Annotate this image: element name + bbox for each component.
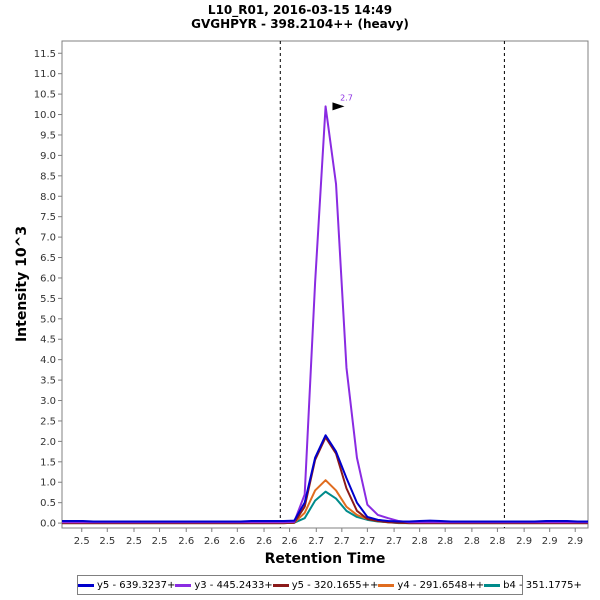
x-tick-label: 2.5 — [99, 536, 115, 547]
y-tick-label: 7.5 — [40, 212, 56, 223]
legend-swatch — [378, 583, 395, 587]
y-tick-label: 0.5 — [40, 498, 56, 509]
legend-label: y5 - 639.3237+ — [97, 579, 176, 591]
y-axis-label: Intensity 10^3 — [14, 226, 30, 342]
y-tick-label: 7.0 — [40, 233, 56, 244]
x-tick-label: 2.6 — [204, 536, 220, 547]
x-tick-label: 2.9 — [516, 536, 532, 547]
x-tick-label: 2.6 — [178, 536, 194, 547]
y-tick-label: 9.0 — [40, 151, 56, 162]
legend-label: b4 - 351.1775+ — [503, 579, 582, 591]
series-line — [62, 434, 588, 523]
legend-swatch — [272, 583, 289, 587]
y-tick-label: 11.0 — [34, 69, 56, 80]
x-tick-label: 2.7 — [359, 536, 375, 547]
legend: y5 - 639.3237+ y3 - 445.2433+ y5 - 320.165… — [77, 575, 582, 595]
legend-item: b4 - 351.1775+ — [484, 580, 582, 591]
x-tick-label: 2.6 — [229, 536, 245, 547]
legend-swatch — [78, 583, 94, 587]
legend-swatch — [175, 583, 192, 587]
y-tick-label: 8.0 — [40, 192, 56, 203]
x-axis-label: Retention Time — [265, 551, 386, 567]
legend-item: y3 - 445.2433+ — [175, 579, 273, 591]
x-tick-label: 2.8 — [412, 536, 428, 547]
chart-title: L10_R01, 2016-03-15 14:49 — [207, 3, 393, 17]
x-tick-label: 2.8 — [489, 536, 505, 547]
chart-subtitle: GVGHPYR - 398.2104++ (heavy) — [191, 17, 409, 31]
x-tick-label: 2.7 — [308, 536, 324, 547]
x-tick-label: 2.6 — [282, 536, 298, 547]
legend-label: y3 - 445.2433+ — [194, 579, 273, 591]
legend-item: y4 - 291.6548++ — [378, 580, 484, 591]
y-tick-label: 5.0 — [40, 314, 56, 325]
y-tick-label: 2.5 — [40, 416, 56, 427]
y-tick-label: 11.5 — [34, 49, 56, 60]
x-axis: 2.5 2.5 2.5 2.5 2.6 2.6 2.6 2.6 2.6 2.7 2.7 2.7 2.7 2… — [74, 528, 583, 547]
y-tick-label: 8.5 — [40, 171, 56, 182]
y-tick-label: 1.5 — [40, 457, 56, 468]
y-tick-label: 2.0 — [40, 437, 56, 448]
y-tick-label: 3.5 — [40, 376, 56, 387]
series-lines — [62, 105, 588, 525]
x-tick-label: 2.5 — [152, 536, 168, 547]
x-tick-label: 2.7 — [334, 536, 350, 547]
y-tick-label: 4.0 — [40, 355, 56, 366]
x-tick-label: 2.7 — [386, 536, 402, 547]
x-tick-label: 2.8 — [437, 536, 453, 547]
x-tick-label: 2.9 — [567, 536, 583, 547]
x-tick-label: 2.5 — [126, 536, 142, 547]
y-tick-label: 10.0 — [34, 110, 56, 121]
x-tick-label: 2.8 — [464, 536, 480, 547]
y-tick-label: 4.5 — [40, 335, 56, 346]
peak-annotation: 2.7 — [332, 93, 353, 111]
legend-item: y5 - 320.1655++ — [272, 579, 379, 591]
y-tick-label: 6.0 — [40, 273, 56, 284]
legend-swatch — [484, 583, 501, 587]
legend-label: y5 - 320.1655++ — [291, 579, 379, 591]
x-tick-label: 2.5 — [74, 536, 90, 547]
y-tick-label: 9.5 — [40, 130, 56, 141]
legend-item: y5 - 639.3237+ — [78, 580, 175, 591]
legend-label: y4 - 291.6548++ — [397, 579, 485, 591]
peak-arrow-icon — [332, 102, 345, 111]
y-tick-label: 1.0 — [40, 478, 56, 489]
y-tick-label: 5.5 — [40, 294, 56, 305]
y-tick-label: 10.5 — [34, 90, 56, 101]
y-axis: 0.0 0.5 1.0 1.5 2.0 2.5 3.0 3.5 4.0 4.5 5.0 5.5 6.0 6… — [34, 49, 62, 530]
peak-label: 2.7 — [340, 93, 353, 102]
y-tick-label: 3.0 — [40, 396, 56, 407]
y-tick-label: 6.5 — [40, 253, 56, 264]
x-tick-label: 2.9 — [542, 536, 558, 547]
y-tick-label: 0.0 — [40, 519, 56, 530]
x-tick-label: 2.6 — [256, 536, 272, 547]
